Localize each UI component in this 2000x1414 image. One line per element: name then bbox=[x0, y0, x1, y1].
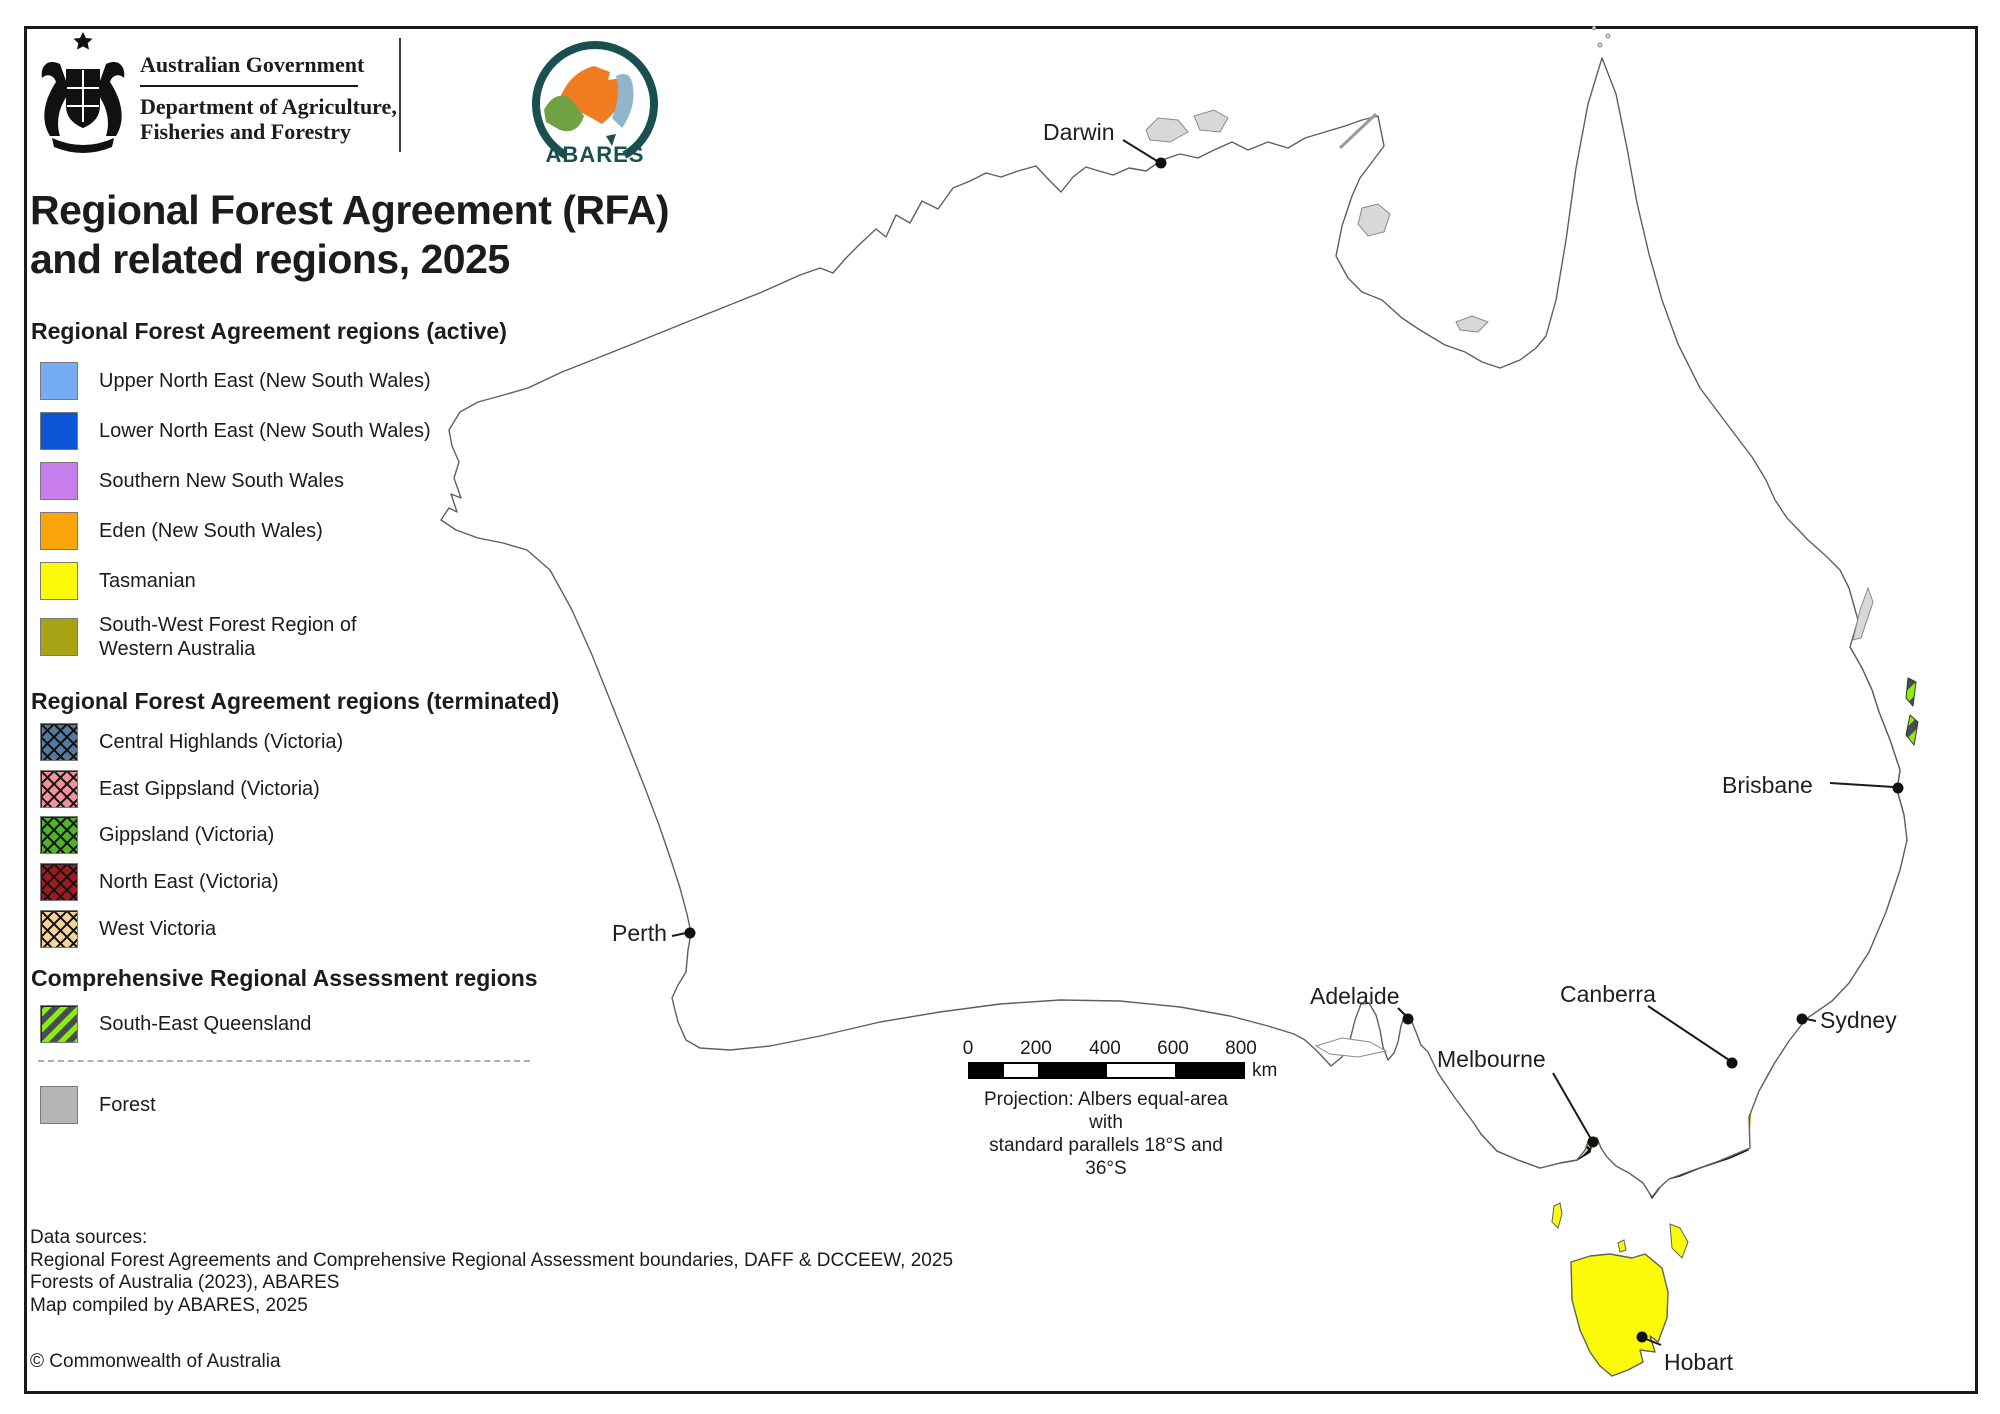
legend-heading-active: Regional Forest Agreement regions (activ… bbox=[31, 318, 507, 344]
melbourne-dot bbox=[1587, 1136, 1599, 1148]
city-label-canberra: Canberra bbox=[1560, 981, 1656, 1007]
data-sources: Data sources: Regional Forest Agreements… bbox=[30, 1227, 954, 1316]
swatch-lower-north-east bbox=[40, 412, 78, 450]
legend-item: Lower North East (New South Wales) bbox=[40, 412, 431, 450]
darwin-dot bbox=[1155, 157, 1167, 169]
scalebar-tick: 400 bbox=[1089, 1038, 1121, 1059]
city-label-melbourne: Melbourne bbox=[1437, 1046, 1546, 1072]
hobart-dot bbox=[1636, 1331, 1648, 1343]
scalebar-tick: 0 bbox=[962, 1038, 974, 1059]
legend-item: Gippsland (Victoria) bbox=[40, 816, 274, 854]
legend-heading-terminated: Regional Forest Agreement regions (termi… bbox=[31, 688, 560, 714]
city-label-perth: Perth bbox=[612, 920, 667, 946]
swatch-upper-north-east bbox=[40, 362, 78, 400]
page-border-frame bbox=[24, 26, 1978, 1394]
swatch-sw-western-australia bbox=[40, 618, 78, 656]
tasmania bbox=[1551, 1202, 1689, 1377]
abares-logo: ABARES bbox=[532, 41, 658, 167]
city-label-hobart: Hobart bbox=[1664, 1349, 1734, 1375]
scalebar-unit: km bbox=[1252, 1060, 1278, 1081]
legend-item: Central Highlands (Victoria) bbox=[40, 723, 343, 761]
swatch-gippsland bbox=[40, 816, 78, 854]
scalebar-tick: 800 bbox=[1225, 1038, 1257, 1059]
city-markers bbox=[671, 139, 1904, 1346]
swatch-forest bbox=[40, 1086, 78, 1124]
swatch-east-gippsland bbox=[40, 770, 78, 808]
scalebar-tick: 600 bbox=[1157, 1038, 1189, 1059]
swatch-central-highlands bbox=[40, 723, 78, 761]
page-title: Regional Forest Agreement (RFA) and rela… bbox=[30, 187, 670, 282]
header-divider bbox=[399, 38, 401, 152]
abares-label: ABARES bbox=[546, 142, 645, 167]
swatch-north-east-victoria bbox=[40, 863, 78, 901]
sydney-dot bbox=[1796, 1013, 1808, 1025]
city-label-darwin: Darwin bbox=[1043, 119, 1115, 145]
scalebar-tick: 200 bbox=[1020, 1038, 1052, 1059]
legend-heading-cra: Comprehensive Regional Assessment region… bbox=[31, 965, 538, 991]
swatch-tasmanian bbox=[40, 562, 78, 600]
legend-item: Upper North East (New South Wales) bbox=[40, 362, 431, 400]
dept-name: Department of Agriculture, Fisheries and… bbox=[140, 94, 397, 144]
perth-dot bbox=[684, 927, 696, 939]
legend-item: North East (Victoria) bbox=[40, 863, 279, 901]
canberra-dot bbox=[1726, 1057, 1738, 1069]
legend-item: Eden (New South Wales) bbox=[40, 512, 323, 550]
legend-item: Forest bbox=[40, 1086, 156, 1124]
legend-item: West Victoria bbox=[40, 910, 216, 948]
legend-item: Southern New South Wales bbox=[40, 462, 344, 500]
brisbane-dot bbox=[1892, 782, 1904, 794]
gov-rule bbox=[140, 85, 358, 87]
region-tasmanian bbox=[1570, 1253, 1669, 1377]
gov-title: Australian Government bbox=[140, 52, 365, 77]
scale-bar bbox=[968, 1062, 1245, 1079]
legend-item: Tasmanian bbox=[40, 562, 196, 600]
adelaide-dot bbox=[1402, 1013, 1414, 1025]
swatch-south-east-queensland bbox=[40, 1005, 78, 1043]
swatch-eden bbox=[40, 512, 78, 550]
city-label-adelaide: Adelaide bbox=[1310, 983, 1400, 1009]
islands bbox=[1145, 25, 1874, 1058]
swatch-southern-nsw bbox=[40, 462, 78, 500]
legend-divider bbox=[38, 1060, 530, 1062]
coat-of-arms bbox=[41, 32, 125, 153]
copyright: © Commonwealth of Australia bbox=[30, 1351, 281, 1372]
swatch-west-victoria bbox=[40, 910, 78, 948]
city-label-sydney: Sydney bbox=[1820, 1007, 1897, 1033]
city-label-brisbane: Brisbane bbox=[1722, 772, 1813, 798]
legend-item: South-West Forest Region of Western Aust… bbox=[40, 613, 357, 661]
legend-item: South-East Queensland bbox=[40, 1005, 311, 1043]
projection-note: Projection: Albers equal-area with stand… bbox=[984, 1089, 1228, 1179]
legend-item: East Gippsland (Victoria) bbox=[40, 770, 320, 808]
